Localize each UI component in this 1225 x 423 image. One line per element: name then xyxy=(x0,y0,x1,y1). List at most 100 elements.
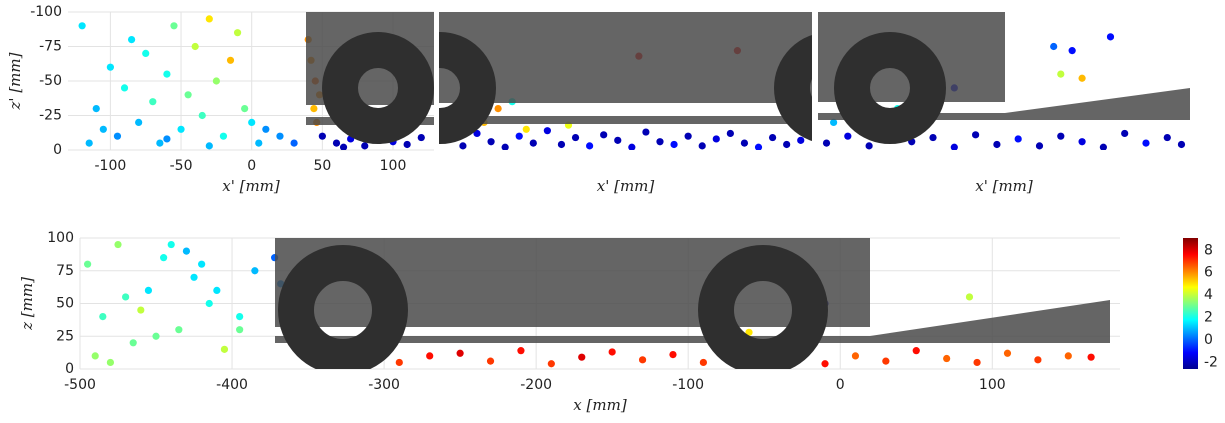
point xyxy=(517,347,524,354)
point xyxy=(544,127,551,134)
point xyxy=(255,140,262,147)
point xyxy=(206,300,213,307)
point xyxy=(1142,140,1149,147)
point xyxy=(163,71,170,78)
x-axis-label: x' [mm] xyxy=(975,177,1033,195)
y-tick-label: -100 xyxy=(30,4,62,20)
point xyxy=(152,333,159,340)
point xyxy=(206,142,213,149)
point xyxy=(251,267,258,274)
point xyxy=(1107,33,1114,40)
point xyxy=(866,142,873,149)
point xyxy=(741,140,748,147)
point xyxy=(670,141,677,148)
point xyxy=(221,346,228,353)
point xyxy=(107,359,114,366)
point xyxy=(170,22,177,29)
x-tick-label: 50 xyxy=(313,158,331,174)
point xyxy=(426,352,433,359)
point xyxy=(783,141,790,148)
colorbar-tick-label: -2 xyxy=(1204,354,1218,370)
point xyxy=(669,351,676,358)
point xyxy=(177,126,184,133)
point xyxy=(882,358,889,365)
point xyxy=(79,22,86,29)
point xyxy=(844,133,851,140)
point xyxy=(241,105,248,112)
point xyxy=(107,64,114,71)
point xyxy=(558,141,565,148)
point xyxy=(1100,144,1107,151)
point xyxy=(361,142,368,149)
point xyxy=(852,352,859,359)
point xyxy=(1057,133,1064,140)
point xyxy=(578,354,585,361)
point xyxy=(199,112,206,119)
point xyxy=(913,347,920,354)
colorbar-tick-label: 6 xyxy=(1204,265,1213,281)
point xyxy=(404,141,411,148)
point xyxy=(122,293,129,300)
point xyxy=(502,144,509,151)
figure: -100-50050100-100-75-50-250x' [mm]z' [mm… xyxy=(0,0,1225,419)
point xyxy=(114,241,121,248)
point xyxy=(92,352,99,359)
point xyxy=(1164,134,1171,141)
y-tick-label: 50 xyxy=(56,296,74,312)
y-tick-label: 0 xyxy=(53,142,62,158)
point xyxy=(1065,352,1072,359)
point xyxy=(262,126,269,133)
x-axis-label: x [mm] xyxy=(573,396,627,414)
point xyxy=(821,360,828,367)
point xyxy=(310,105,317,112)
point xyxy=(639,356,646,363)
point xyxy=(609,348,616,355)
vehicle-bottom xyxy=(275,238,1110,357)
point xyxy=(149,98,156,105)
point xyxy=(142,50,149,57)
point xyxy=(1057,71,1064,78)
point xyxy=(951,144,958,151)
vehicle-top-1 xyxy=(306,12,434,126)
point xyxy=(1036,142,1043,149)
point xyxy=(121,84,128,91)
point xyxy=(86,140,93,147)
point xyxy=(213,287,220,294)
point xyxy=(220,133,227,140)
point xyxy=(93,105,100,112)
x-tick-label: -100 xyxy=(672,377,704,393)
point xyxy=(192,43,199,50)
y-tick-label: 0 xyxy=(65,361,74,377)
y-tick-label: -50 xyxy=(39,73,62,89)
point xyxy=(248,119,255,126)
point xyxy=(163,135,170,142)
point xyxy=(459,142,466,149)
point xyxy=(1050,43,1057,50)
point xyxy=(993,141,1000,148)
x-tick-label: 100 xyxy=(380,158,407,174)
point xyxy=(185,91,192,98)
x-tick-label: -500 xyxy=(64,377,96,393)
point xyxy=(319,133,326,140)
point xyxy=(487,138,494,145)
colorbar-tick-label: 4 xyxy=(1204,287,1213,303)
point xyxy=(727,130,734,137)
point xyxy=(156,140,163,147)
point xyxy=(183,248,190,255)
point xyxy=(135,119,142,126)
point xyxy=(1178,141,1185,148)
colorbar-tick-label: 8 xyxy=(1204,242,1213,258)
colorbar-tick-label: 2 xyxy=(1204,309,1213,325)
point xyxy=(487,358,494,365)
point xyxy=(769,134,776,141)
point xyxy=(548,360,555,367)
point xyxy=(227,57,234,64)
point xyxy=(99,313,106,320)
point xyxy=(130,339,137,346)
point xyxy=(1015,135,1022,142)
y-tick-label: 75 xyxy=(56,263,74,279)
point xyxy=(276,133,283,140)
point xyxy=(100,126,107,133)
point xyxy=(628,144,635,151)
x-tick-label: -50 xyxy=(170,158,193,174)
